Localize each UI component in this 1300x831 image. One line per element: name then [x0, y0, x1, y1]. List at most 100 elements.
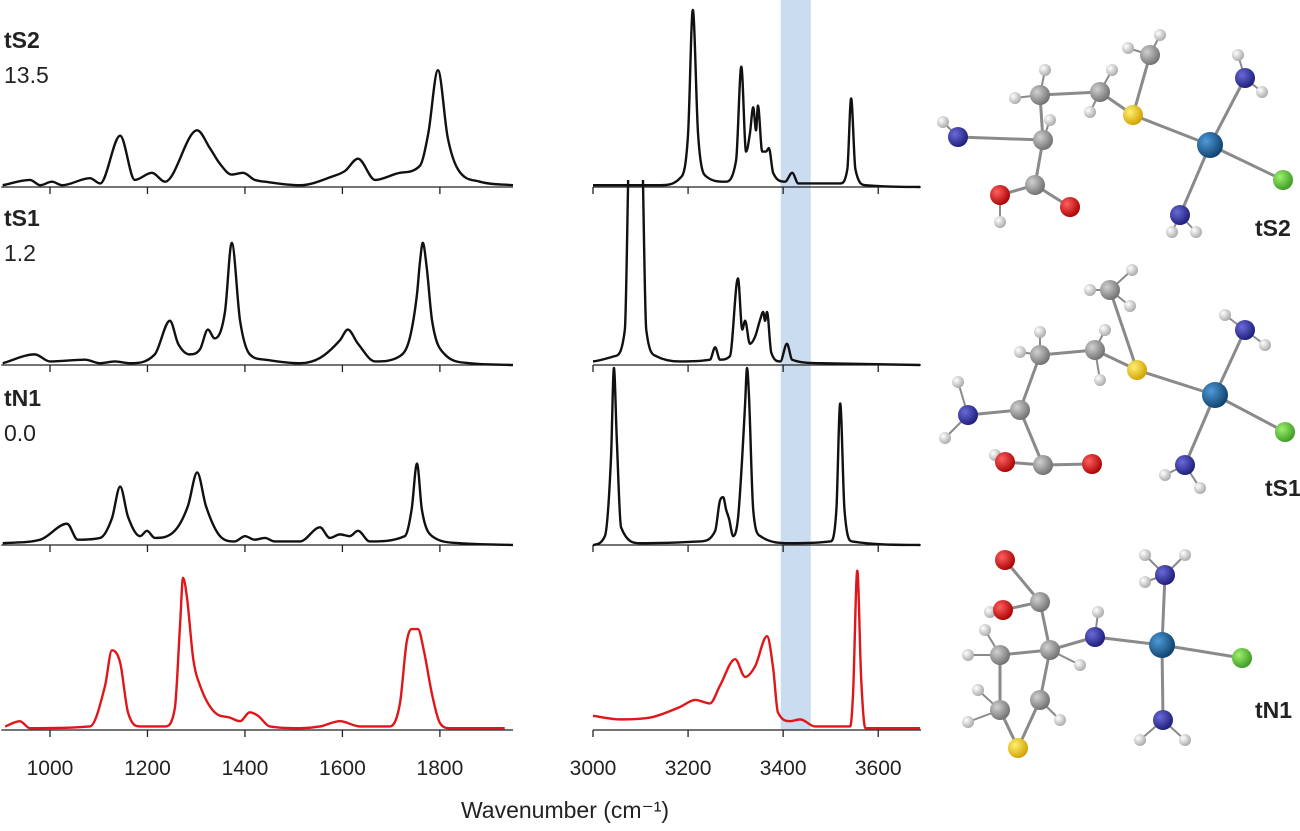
spectrum-line	[592, 366, 921, 547]
atom	[1194, 482, 1206, 494]
atom	[1030, 592, 1050, 612]
series-energy: 0.0	[4, 420, 36, 446]
atom	[1090, 82, 1110, 102]
molecule-label: tS1	[1265, 475, 1300, 501]
atom	[990, 645, 1010, 665]
atom	[1170, 205, 1190, 225]
atom	[1139, 549, 1151, 561]
atom	[1082, 454, 1102, 474]
atom	[1197, 132, 1223, 158]
atom	[1175, 455, 1195, 475]
atom	[958, 405, 978, 425]
bond	[1209, 143, 1284, 182]
atom	[1134, 734, 1146, 746]
atom	[1094, 374, 1106, 386]
atom	[1122, 42, 1134, 54]
atom	[1155, 565, 1175, 585]
bond	[957, 135, 1044, 142]
x-tick-label: 3000	[570, 757, 617, 780]
bond	[1136, 368, 1216, 397]
atom	[1275, 422, 1295, 442]
atom	[1159, 469, 1171, 481]
bond	[1108, 289, 1139, 371]
atom	[1033, 130, 1053, 150]
x-tick-label: 1000	[27, 757, 74, 780]
bond	[1214, 393, 1286, 434]
molecule-label: tN1	[1255, 697, 1292, 723]
x-tick-label: 3400	[760, 757, 807, 780]
atom	[1190, 226, 1202, 238]
spectrum-line	[592, 180, 921, 367]
molecule-label: tS2	[1255, 215, 1291, 241]
atom	[1202, 382, 1228, 408]
atom	[1054, 714, 1066, 726]
atom	[1074, 659, 1086, 671]
atom	[1126, 264, 1138, 276]
atom	[1085, 340, 1105, 360]
atom	[995, 550, 1015, 570]
atom	[1235, 320, 1255, 340]
atom	[1010, 400, 1030, 420]
spectrum-line	[2, 68, 514, 187]
atom	[995, 452, 1015, 472]
atom	[984, 606, 996, 618]
series-energy: 1.2	[4, 240, 36, 266]
atom	[1232, 648, 1252, 668]
atom	[1033, 455, 1053, 475]
atom	[990, 700, 1010, 720]
atom	[1092, 606, 1104, 618]
atom	[1179, 734, 1191, 746]
atom	[1014, 346, 1026, 358]
atom	[994, 216, 1006, 228]
bond	[1161, 643, 1243, 660]
series-energy: 13.5	[4, 62, 49, 88]
atom	[1273, 170, 1293, 190]
atom	[979, 624, 991, 636]
atom	[1039, 64, 1051, 76]
atom	[1008, 738, 1028, 758]
x-axis-label: Wavenumber (cm⁻¹)	[461, 797, 669, 823]
bond	[1039, 90, 1101, 97]
atom	[1030, 345, 1050, 365]
atom	[1139, 576, 1151, 588]
atom	[1084, 106, 1096, 118]
spectrum-line	[593, 8, 921, 189]
atom	[1030, 690, 1050, 710]
atom	[1235, 68, 1255, 88]
atom	[1106, 64, 1118, 76]
atom	[1259, 339, 1271, 351]
atom	[990, 185, 1010, 205]
series-name: tS1	[4, 205, 40, 231]
atom	[1060, 197, 1080, 217]
x-tick-label: 1600	[319, 757, 366, 780]
atom	[1034, 326, 1046, 338]
atom	[1025, 175, 1045, 195]
atom	[1219, 309, 1231, 321]
series-name: tN1	[4, 385, 41, 411]
atom	[972, 684, 984, 696]
atom	[939, 432, 951, 444]
atom	[1179, 549, 1191, 561]
atom	[1153, 710, 1173, 730]
atom	[937, 116, 949, 128]
atom	[1085, 627, 1105, 647]
atom	[1256, 86, 1268, 98]
atom	[1100, 280, 1120, 300]
atom	[1232, 49, 1244, 61]
atom	[962, 716, 974, 728]
x-tick-label: 3200	[665, 757, 712, 780]
atom	[1154, 29, 1166, 41]
atom	[962, 649, 974, 661]
series-name: tS2	[4, 27, 40, 53]
atom	[1124, 300, 1136, 312]
atom	[1084, 284, 1096, 296]
atom	[952, 376, 964, 388]
plot-layer: tS2 13.5 tS1 1.2 tN1 0.0 1000 1200 1400 1600 1800 3…	[1, 8, 921, 780]
atom	[1149, 632, 1175, 658]
spectrum-line	[592, 569, 921, 730]
x-tick-label: 3600	[855, 757, 902, 780]
atom	[1123, 105, 1143, 125]
spectrum-line	[2, 462, 514, 547]
spectrum-line	[4, 576, 505, 730]
